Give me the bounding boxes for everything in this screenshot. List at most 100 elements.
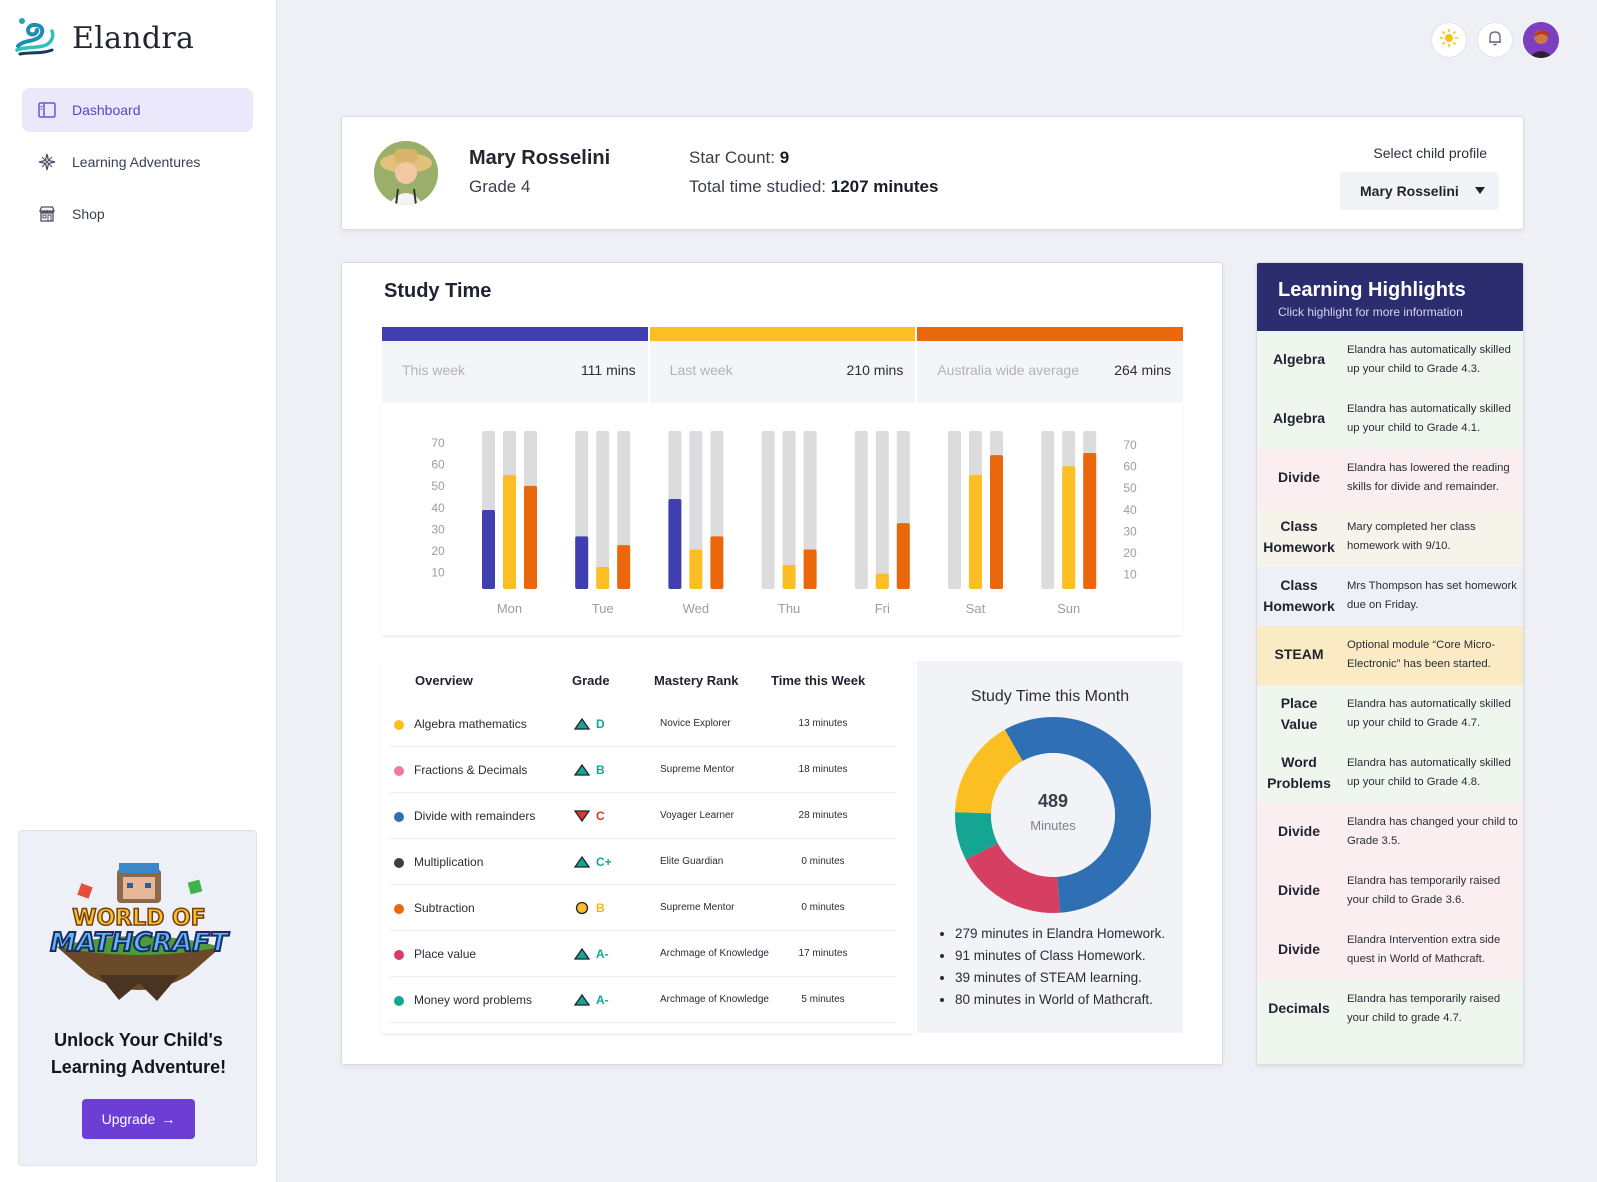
subject-name: Algebra mathematics [414,717,527,731]
subject-grade: B [596,901,605,915]
list-item: 80 minutes in World of Mathcraft. [955,989,1165,1011]
bar[interactable] [668,499,682,589]
subject-color-dot [394,904,404,914]
time-this-week: 0 minutes [801,856,845,867]
donut-hole [991,753,1115,877]
highlight-subject-line: STEAM [1274,646,1324,662]
bar[interactable] [689,549,703,590]
y-tick-label-right: 70 [1123,438,1137,452]
table-row[interactable]: Place value A- Archmage of Knowledge 17 min… [390,931,896,977]
highlight-subject-line: Class [1280,577,1318,593]
svg-text:MATHCRAFT: MATHCRAFT [50,928,230,958]
highlight-subject-line: Algebra [1272,410,1326,426]
upgrade-button[interactable]: Upgrade → [82,1099,195,1139]
table-row[interactable]: Algebra mathematics D Novice Explorer 13 mi… [390,701,896,747]
select-child-label: Select child profile [1373,145,1487,161]
total-time-label: Total time studied: [689,177,827,196]
highlight-subject-line: Divide [1277,882,1320,898]
table-row[interactable]: Money word problems A- Archmage of Knowled… [390,977,896,1023]
bar[interactable] [1083,452,1097,589]
bar[interactable] [617,545,631,589]
bar[interactable] [503,474,516,589]
bar[interactable] [803,549,817,590]
highlight-item[interactable]: Decimals Elandra has temporarily raised y… [1257,980,1523,1064]
highlight-description: Elandra has temporarily raised your chil… [1347,993,1501,1024]
subject-name: Divide with remainders [414,809,536,823]
notifications-button[interactable] [1477,22,1513,58]
table-row[interactable]: Divide with remainders C Voyager Learner 28… [390,793,896,839]
y-tick-label-right: 30 [1123,524,1137,538]
highlight-item[interactable]: Algebra Elandra has automatically skilled… [1257,390,1523,449]
highlight-item[interactable]: Class Homework Mary completed her class ho… [1257,508,1523,567]
mastery-rank: Voyager Learner [660,810,734,821]
total-time-studied: Total time studied: 1207 minutes [689,177,938,197]
arrow-right-icon: → [161,1111,176,1127]
highlight-item[interactable]: Word Problems Elandra has automatically sk… [1257,744,1523,803]
donut-slice[interactable] [1004,717,1151,913]
donut-slice[interactable] [955,729,1023,814]
y-tick-label-left: 50 [431,479,445,493]
subject-name: Money word problems [414,993,533,1007]
highlight-item[interactable]: Place Value Elandra has automatically skil… [1257,685,1523,744]
upgrade-button-label: Upgrade [101,1111,156,1127]
trend-steady-icon [574,901,590,920]
sidebar-item-learning-adventures[interactable]: Learning Adventures [22,140,253,184]
time-this-week: 17 minutes [798,948,848,959]
bar[interactable] [990,455,1003,589]
table-row[interactable]: Multiplication C+ Elite Guardian 0 minutes [390,839,896,885]
summary-label: Australia wide average [937,362,1079,378]
bar[interactable] [710,536,724,589]
month-breakdown-list: 279 minutes in Elandra Homework. 91 minu… [955,923,1165,1011]
sidebar-item-shop[interactable]: Shop [22,192,253,236]
bar-track [761,431,775,589]
bar[interactable] [575,536,589,589]
donut-slice[interactable] [965,843,1060,913]
y-tick-label-left: 30 [431,522,445,536]
child-name: Mary Rosselini [469,147,611,169]
summary-label: Last week [669,362,733,378]
column-header-mastery-rank: Mastery Rank [654,673,739,688]
bar[interactable] [1062,466,1076,589]
highlight-item[interactable]: Algebra Elandra has automatically skilled… [1257,331,1523,390]
bar-track [875,431,889,589]
child-profile-select[interactable]: Mary Rosselini [1340,172,1499,210]
highlight-item[interactable]: Divide Elandra Intervention extra side qu… [1257,921,1523,980]
table-row[interactable]: Subtraction B Supreme Mentor 0 minutes [390,885,896,931]
highlight-subject-line: Divide [1277,823,1320,839]
bar[interactable] [875,573,889,589]
bar-track [782,431,796,589]
compass-star-icon [38,153,56,171]
donut-chart [955,717,1151,913]
subject-grade: D [596,717,605,731]
highlight-subject-line: Value [1280,716,1318,732]
x-tick-label: Tue [592,601,614,616]
trend-up-icon [573,993,591,1012]
bar[interactable] [524,485,537,589]
table-row[interactable]: Fractions & Decimals B Supreme Mentor 18 mi… [390,747,896,793]
summary-last-week: Last week 210 mins [649,327,916,404]
app-logo[interactable]: Elandra [14,16,194,61]
mastery-rank: Elite Guardian [660,856,724,867]
subject-grade: C+ [596,855,612,869]
subject-color-dot [394,950,404,960]
trend-up-icon [573,717,591,736]
user-avatar[interactable] [1523,22,1559,58]
highlight-subject: Divide [1257,467,1341,488]
highlight-description: Elandra has automatically skilled up you… [1347,403,1511,434]
child-avatar [374,141,438,205]
donut-slice[interactable] [955,812,998,860]
bar[interactable] [896,523,910,589]
highlight-item[interactable]: Divide Elandra has temporarily raised you… [1257,862,1523,921]
highlight-item[interactable]: STEAM Optional module “Core Micro-Electro… [1257,626,1523,685]
bar[interactable] [969,474,982,589]
highlight-item[interactable]: Class Homework Mrs Thompson has set homewo… [1257,567,1523,626]
highlights-header: Learning Highlights Click highlight for … [1257,263,1523,331]
highlight-item[interactable]: Divide Elandra has changed your child to … [1257,803,1523,862]
bar[interactable] [782,564,796,589]
bar[interactable] [482,510,495,589]
highlight-subject: Decimals [1257,998,1341,1019]
bar[interactable] [596,567,610,589]
sidebar-item-dashboard[interactable]: Dashboard [22,88,253,132]
theme-toggle-button[interactable] [1431,22,1467,58]
highlight-item[interactable]: Divide Elandra has lowered the reading sk… [1257,449,1523,508]
